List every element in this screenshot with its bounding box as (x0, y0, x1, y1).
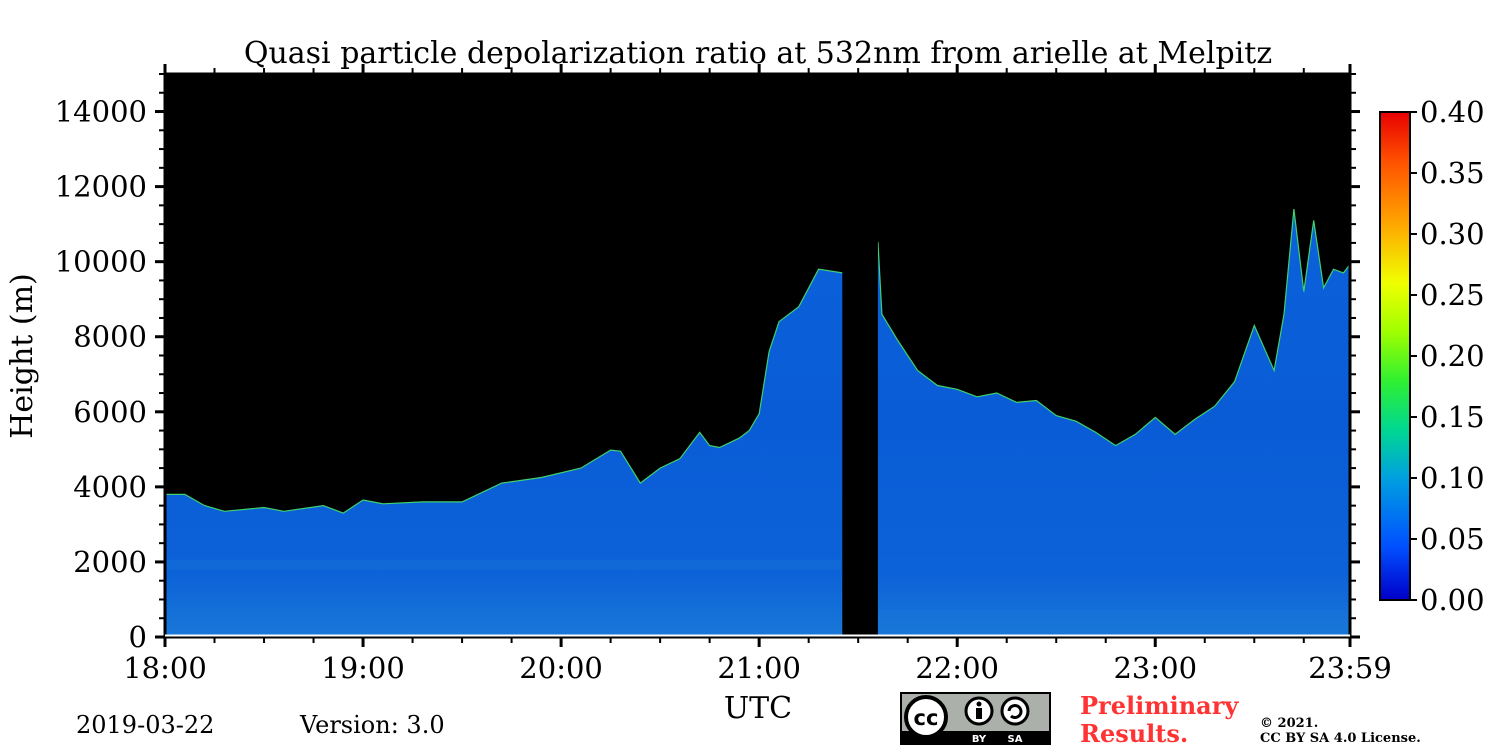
copyright-notice: © 2021. CC BY SA 4.0 License. (1260, 716, 1421, 746)
by-icon-head (976, 701, 982, 707)
x-tick-label: 19:00 (321, 651, 405, 685)
y-tick-label: 12000 (55, 170, 147, 204)
colorbar-labels: 0.00 0.05 0.10 0.15 0.20 0.25 0.30 0.35 0.40 (1420, 95, 1485, 617)
sa-icon (1000, 696, 1030, 726)
x-tick-labels: 18:00 19:00 20:00 21:00 22:00 23:00 23:59 (123, 651, 1392, 685)
preliminary-line2: Results. (1080, 719, 1189, 748)
signal-region (165, 209, 1350, 637)
y-tick-label: 8000 (73, 320, 147, 354)
colorbar-tick-label: 0.25 (1420, 278, 1485, 312)
y-tick-label: 14000 (55, 95, 147, 129)
x-tick-label: 20:00 (519, 651, 603, 685)
aerosol-layer-band (876, 610, 1350, 632)
y-axis-label: Height (m) (5, 273, 40, 438)
x-tick-label: 21:00 (717, 651, 801, 685)
by-label: BY (972, 734, 987, 745)
y-tick-label: 0 (129, 620, 147, 654)
by-icon-body (976, 708, 982, 719)
chart-title: Quasi particle depolarization ratio at 5… (244, 36, 1272, 71)
colorbar-tick-label: 0.05 (1420, 522, 1485, 556)
colorbar-tick-label: 0.00 (1420, 583, 1485, 617)
x-axis-label: UTC (724, 691, 792, 726)
license-line1: © 2021. (1260, 716, 1319, 731)
axis-ticks (155, 64, 1360, 647)
colorbar-tick-label: 0.30 (1420, 217, 1485, 251)
x-tick-label: 22:00 (915, 651, 999, 685)
y-tick-label: 2000 (73, 545, 147, 579)
colorbar-tick-label: 0.10 (1420, 461, 1485, 495)
colorbar-tick-label: 0.20 (1420, 339, 1485, 373)
y-tick-label: 10000 (55, 245, 147, 279)
x-tick-label: 23:59 (1308, 651, 1392, 685)
date-label: 2019-03-22 (76, 711, 215, 739)
colorbar (1379, 111, 1411, 601)
cc-icon-text: cc (914, 706, 939, 730)
y-tick-label: 4000 (73, 470, 147, 504)
y-tick-labels: 0 2000 4000 6000 8000 10000 12000 14000 (55, 95, 147, 654)
x-tick-label: 18:00 (123, 651, 207, 685)
colorbar-ticks (1410, 111, 1417, 601)
colorbar-tick-label: 0.35 (1420, 156, 1485, 190)
preliminary-results-notice: Preliminary Results. (1080, 692, 1238, 748)
data-gap (842, 74, 878, 637)
version-label: Version: 3.0 (300, 711, 445, 739)
aerosol-layer-band (165, 560, 841, 570)
sa-icon-arrow (1007, 704, 1023, 719)
license-line2: CC BY SA 4.0 License. (1260, 731, 1421, 746)
x-tick-label: 23:00 (1113, 651, 1197, 685)
colorbar-tick-label: 0.15 (1420, 400, 1485, 434)
preliminary-line1: Preliminary (1080, 691, 1239, 720)
y-tick-label: 6000 (73, 395, 147, 429)
sa-label: SA (1008, 734, 1023, 745)
cc-license-badge[interactable]: cc BY SA (900, 692, 1051, 745)
colorbar-tick-label: 0.40 (1420, 95, 1485, 129)
cc-icon (904, 695, 948, 739)
